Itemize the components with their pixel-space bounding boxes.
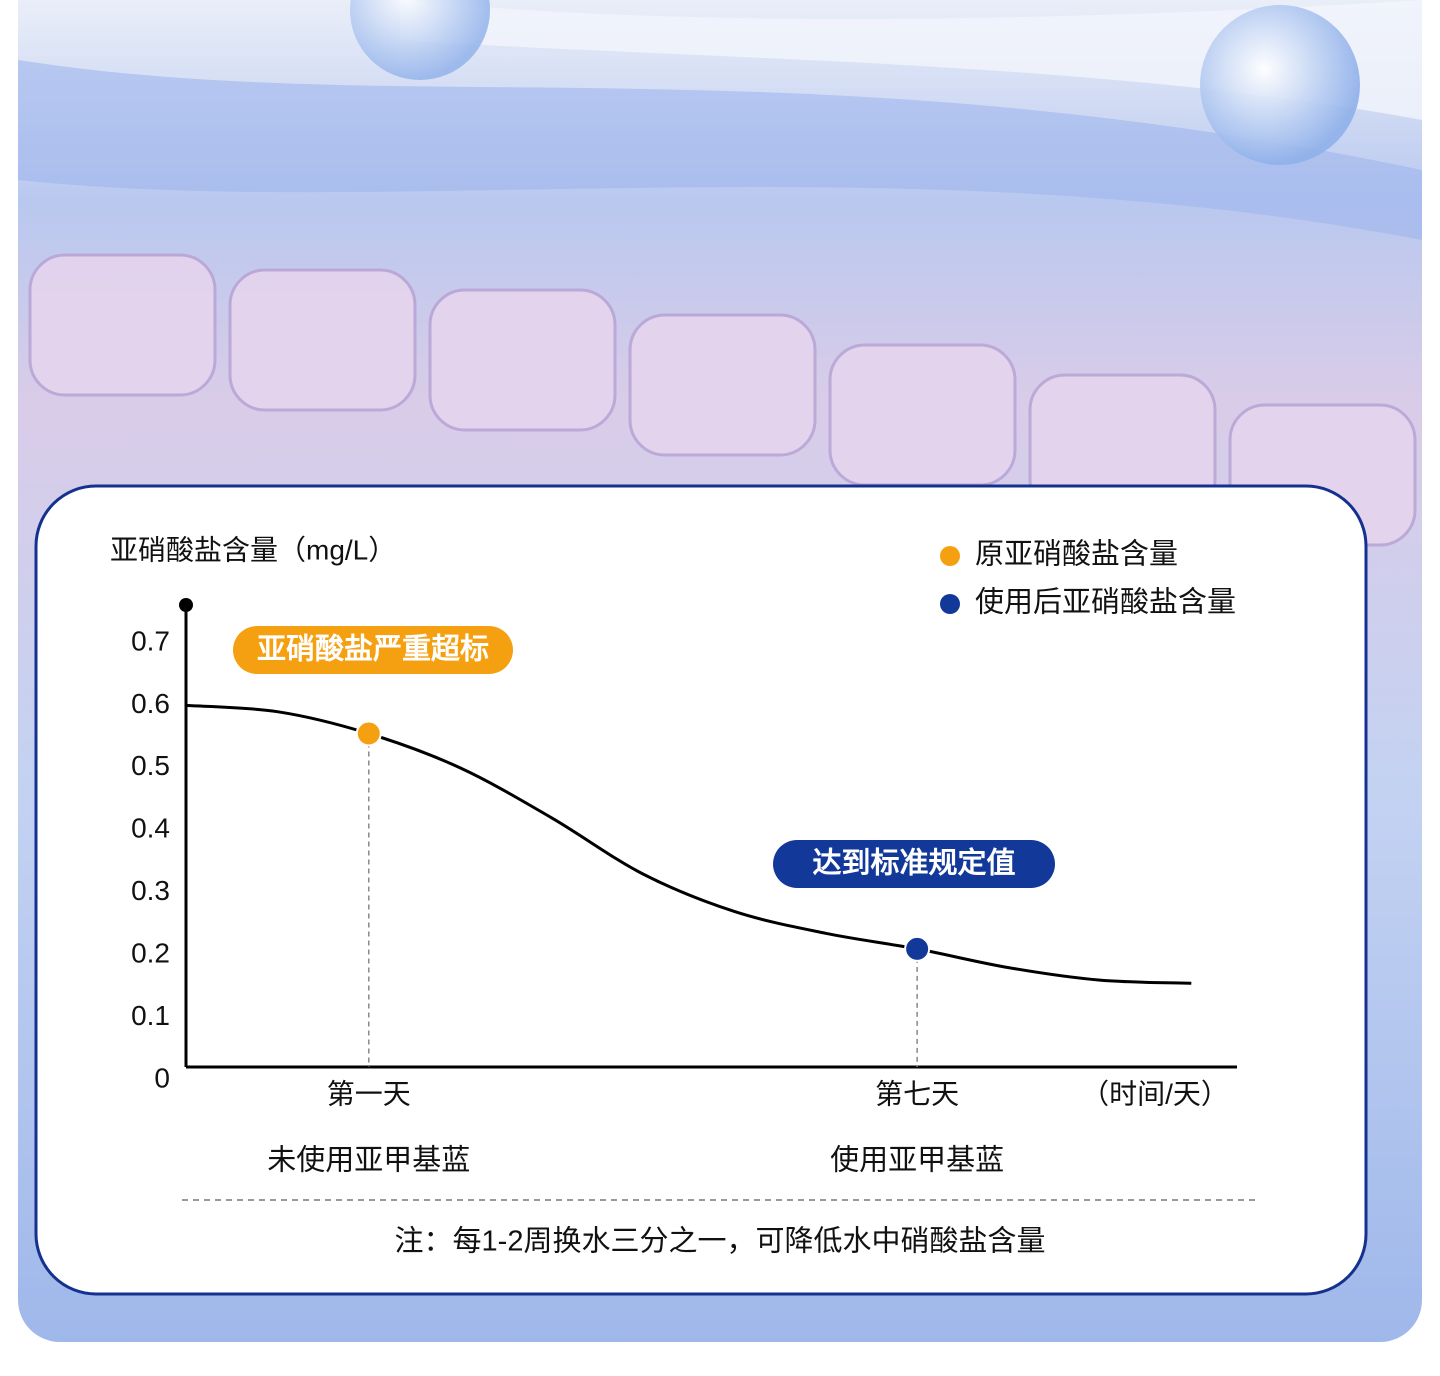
- x-tick-label: 第一天: [327, 1078, 411, 1109]
- y-tick-label: 0: [154, 1062, 170, 1093]
- x-axis-label: （时间/天）: [1081, 1078, 1229, 1109]
- data-point: [904, 935, 931, 962]
- y-tick-label: 0.5: [131, 750, 170, 781]
- legend-dot: [940, 594, 960, 614]
- data-point: [355, 720, 382, 747]
- y-tick-label: 0.2: [131, 938, 170, 969]
- annotation-text: 亚硝酸盐严重超标: [257, 633, 489, 666]
- axis-arrow: [179, 598, 193, 612]
- y-axis-label: 亚硝酸盐含量（mg/L）: [110, 534, 396, 565]
- legend-dot: [940, 546, 960, 566]
- y-tick-label: 0.6: [131, 688, 170, 719]
- legend-label: 使用后亚硝酸盐含量: [975, 586, 1236, 619]
- y-tick-label: 0.7: [131, 625, 170, 656]
- y-tick-label: 0.4: [131, 813, 170, 844]
- card: [34, 484, 1368, 1296]
- note: 注：每1-2周换水三分之一，可降低水中硝酸盐含量: [395, 1225, 1046, 1258]
- x-sublabel: 未使用亚甲基蓝: [267, 1144, 470, 1177]
- y-tick-label: 0.1: [131, 1000, 170, 1031]
- legend-label: 原亚硝酸盐含量: [975, 538, 1178, 571]
- x-sublabel: 使用亚甲基蓝: [830, 1144, 1004, 1177]
- annotation-pill: [773, 840, 1055, 888]
- annotation-text: 达到标准规定值: [812, 846, 1015, 880]
- x-tick-label: 第七天: [875, 1078, 959, 1109]
- annotation-pill: [233, 626, 513, 674]
- y-tick-label: 0.3: [131, 875, 170, 906]
